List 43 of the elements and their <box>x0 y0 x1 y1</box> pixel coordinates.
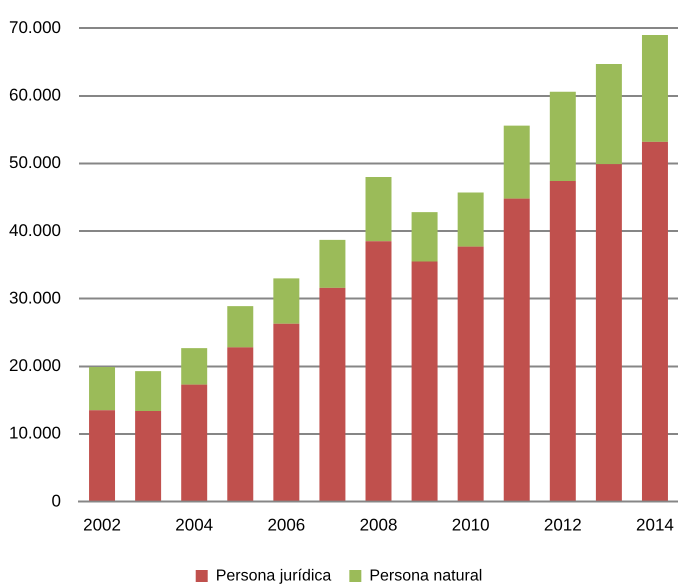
bar <box>596 64 622 164</box>
bar <box>642 34 668 142</box>
bar <box>135 410 162 501</box>
bar <box>550 181 576 501</box>
bar <box>504 198 530 501</box>
legend-label: Persona natural <box>369 567 482 584</box>
bar <box>273 278 300 324</box>
y-tick-label: 20.000 <box>9 356 61 376</box>
legend-label: Persona jurídica <box>216 567 332 584</box>
x-tick-label: 2014 <box>636 515 674 534</box>
x-tick-label: 2008 <box>360 515 398 534</box>
bar <box>181 348 208 385</box>
bar <box>642 142 668 501</box>
bar <box>550 92 576 182</box>
bar <box>412 212 438 262</box>
bar <box>227 347 254 501</box>
bar <box>458 246 484 501</box>
bar <box>412 262 438 501</box>
bar <box>89 367 116 410</box>
bar <box>227 306 254 348</box>
y-tick-label: 50.000 <box>9 153 61 172</box>
bar <box>273 324 300 501</box>
bar <box>504 126 530 199</box>
bar <box>135 371 162 411</box>
x-tick-label: 2006 <box>267 515 306 534</box>
y-tick-label: 60.000 <box>9 86 61 105</box>
x-tick-label: 2012 <box>544 515 582 534</box>
y-tick-label: 30.000 <box>9 288 61 308</box>
bar <box>366 241 392 501</box>
bar <box>319 288 346 501</box>
bar <box>319 240 346 288</box>
x-tick-label: 2004 <box>175 515 214 534</box>
bar <box>181 384 208 501</box>
y-tick-label: 10.000 <box>9 424 61 443</box>
bar <box>458 192 484 247</box>
bar <box>596 164 622 501</box>
x-tick-label: 2002 <box>83 515 121 534</box>
x-tick-label: 2010 <box>452 515 490 534</box>
y-tick-label: 0 <box>52 491 61 510</box>
y-tick-label: 40.000 <box>9 220 61 240</box>
y-tick-label: 70.000 <box>9 18 61 37</box>
bar <box>89 410 116 501</box>
bar <box>366 176 392 242</box>
